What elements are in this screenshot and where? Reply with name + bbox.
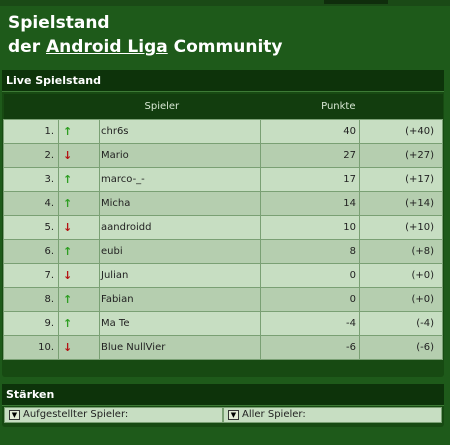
rank-cell: 7. <box>3 262 59 288</box>
diff-cell: (+0) <box>359 262 443 288</box>
rank-cell: 4. <box>3 190 59 216</box>
table-row: 7. ↓ Julian 0 (+0) <box>3 262 443 288</box>
table-row: 2. ↓ Mario 27 (+27) <box>3 142 443 168</box>
table-row: 8. ↑ Fabian 0 (+0) <box>3 286 443 312</box>
trend-cell: ↑ <box>58 118 100 144</box>
points-cell: 14 <box>260 190 360 216</box>
points-cell: 40 <box>260 118 360 144</box>
diff-cell: (+17) <box>359 166 443 192</box>
diff-cell: (+8) <box>359 238 443 264</box>
diff-cell: (-4) <box>359 310 443 336</box>
rank-cell: 2. <box>3 142 59 168</box>
points-cell: 10 <box>260 214 360 240</box>
rank-cell: 5. <box>3 214 59 240</box>
trend-cell: ↓ <box>58 334 100 360</box>
diff-cell: (+40) <box>359 118 443 144</box>
diff-cell: (-6) <box>359 334 443 360</box>
live-standings-title: Live Spielstand <box>2 70 444 92</box>
trend-cell: ↑ <box>58 238 100 264</box>
standings-table: Spieler Punkte 1. ↑ chr6s 40 (+40) 2. ↓ Mario 27… <box>3 94 443 360</box>
player-name: aandroidd <box>99 214 261 240</box>
lineup-players-toggle[interactable]: ▼ Aufgestellter Spieler: <box>4 407 223 423</box>
player-name: Micha <box>99 190 261 216</box>
table-row: 6. ↑ eubi 8 (+8) <box>3 238 443 264</box>
trend-cell: ↑ <box>58 190 100 216</box>
trend-cell: ↓ <box>58 262 100 288</box>
trend-cell: ↓ <box>58 214 100 240</box>
page-title-prefix: der <box>8 37 47 57</box>
player-name: marco-_- <box>99 166 261 192</box>
arrow-up-icon: ↑ <box>63 124 73 138</box>
top-bar <box>0 0 450 6</box>
points-cell: 0 <box>260 262 360 288</box>
diff-cell: (+27) <box>359 142 443 168</box>
diff-cell: (+0) <box>359 286 443 312</box>
top-bar-tab <box>324 0 388 4</box>
arrow-up-icon: ↑ <box>63 292 73 306</box>
player-name: Ma Te <box>99 310 261 336</box>
rank-cell: 3. <box>3 166 59 192</box>
page-title-suffix: Community <box>167 37 283 57</box>
column-header-points: Punkte <box>260 94 360 119</box>
arrow-down-icon: ↓ <box>63 268 73 282</box>
column-header-player: Spieler <box>99 94 261 119</box>
diff-cell: (+14) <box>359 190 443 216</box>
rank-cell: 8. <box>3 286 59 312</box>
diff-cell: (+10) <box>359 214 443 240</box>
android-liga-link[interactable]: Android Liga <box>46 37 168 57</box>
trend-cell: ↑ <box>58 286 100 312</box>
points-cell: 8 <box>260 238 360 264</box>
points-cell: 27 <box>260 142 360 168</box>
rank-cell: 9. <box>3 310 59 336</box>
all-players-toggle[interactable]: ▼ Aller Spieler: <box>223 407 442 423</box>
arrow-down-icon: ↓ <box>63 148 73 162</box>
strengths-panel: Stärken ▼ Aufgestellter Spieler: ▼ Aller… <box>2 384 444 427</box>
rank-cell: 10. <box>3 334 59 360</box>
rank-cell: 1. <box>3 118 59 144</box>
live-standings-panel: Live Spielstand Spieler Punkte 1. ↑ chr6s 4… <box>2 70 444 377</box>
page-title: Spielstand der Android Liga Community <box>8 11 448 59</box>
all-players-label: Aller Spieler: <box>242 409 306 420</box>
trend-cell: ↑ <box>58 310 100 336</box>
table-row: 4. ↑ Micha 14 (+14) <box>3 190 443 216</box>
rank-cell: 6. <box>3 238 59 264</box>
table-row: 1. ↑ chr6s 40 (+40) <box>3 118 443 144</box>
table-row: 10. ↓ Blue NullVier -6 (-6) <box>3 334 443 360</box>
table-header-row: Spieler Punkte <box>3 94 443 119</box>
points-cell: -6 <box>260 334 360 360</box>
table-row: 3. ↑ marco-_- 17 (+17) <box>3 166 443 192</box>
table-row: 9. ↑ Ma Te -4 (-4) <box>3 310 443 336</box>
dropdown-icon: ▼ <box>228 410 239 420</box>
player-name: Julian <box>99 262 261 288</box>
strengths-title: Stärken <box>2 384 444 406</box>
trend-cell: ↑ <box>58 166 100 192</box>
player-name: chr6s <box>99 118 261 144</box>
table-row: 5. ↓ aandroidd 10 (+10) <box>3 214 443 240</box>
page-title-line1: Spielstand <box>8 13 110 33</box>
arrow-down-icon: ↓ <box>63 340 73 354</box>
player-name: Fabian <box>99 286 261 312</box>
points-cell: 17 <box>260 166 360 192</box>
lineup-players-label: Aufgestellter Spieler: <box>23 409 129 420</box>
arrow-up-icon: ↑ <box>63 316 73 330</box>
arrow-down-icon: ↓ <box>63 220 73 234</box>
page-title-line2: der Android Liga Community <box>8 35 448 59</box>
arrow-up-icon: ↑ <box>63 196 73 210</box>
points-cell: 0 <box>260 286 360 312</box>
points-cell: -4 <box>260 310 360 336</box>
player-name: Blue NullVier <box>99 334 261 360</box>
trend-cell: ↓ <box>58 142 100 168</box>
player-name: Mario <box>99 142 261 168</box>
dropdown-icon: ▼ <box>9 410 20 420</box>
arrow-up-icon: ↑ <box>63 172 73 186</box>
arrow-up-icon: ↑ <box>63 244 73 258</box>
player-name: eubi <box>99 238 261 264</box>
